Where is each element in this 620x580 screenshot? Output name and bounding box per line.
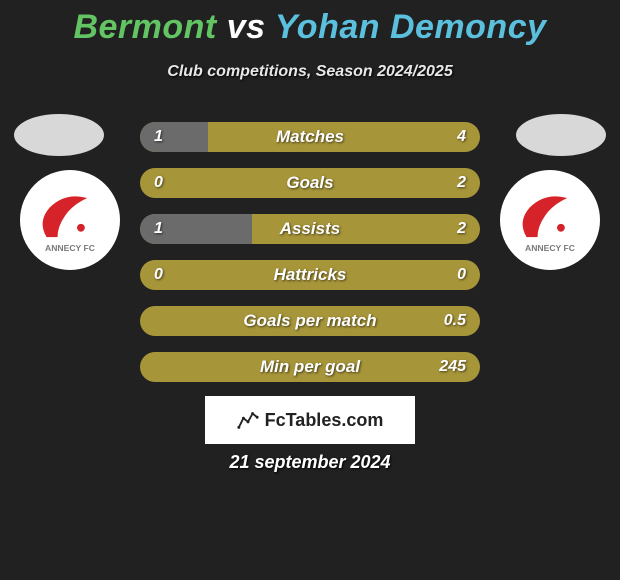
- watermark-badge: FcTables.com: [205, 396, 415, 444]
- stat-label: Hattricks: [140, 260, 480, 290]
- title-vs: vs: [227, 8, 266, 46]
- stat-row: 0Goals2: [140, 168, 480, 198]
- svg-text:ANNECY FC: ANNECY FC: [45, 243, 95, 253]
- stat-row: Min per goal245: [140, 352, 480, 382]
- stat-label: Goals: [140, 168, 480, 198]
- chart-icon: [237, 409, 259, 431]
- svg-text:ANNECY FC: ANNECY FC: [525, 243, 575, 253]
- stat-value-right: 245: [439, 352, 466, 382]
- stat-row: 0Hattricks0: [140, 260, 480, 290]
- stat-value-right: 0.5: [444, 306, 466, 336]
- stat-value-right: 0: [457, 260, 466, 290]
- player2-silhouette: [516, 114, 606, 156]
- watermark-text: FcTables.com: [265, 410, 384, 431]
- annecy-fc-logo-icon: ANNECY FC: [30, 180, 110, 260]
- stat-value-right: 2: [457, 168, 466, 198]
- stat-label: Assists: [140, 214, 480, 244]
- stat-value-right: 2: [457, 214, 466, 244]
- stat-label: Goals per match: [140, 306, 480, 336]
- stat-row: 1Matches4: [140, 122, 480, 152]
- player1-name: Bermont: [73, 8, 216, 46]
- date-label: 21 september 2024: [0, 452, 620, 473]
- stats-bars: 1Matches40Goals21Assists20Hattricks0Goal…: [140, 122, 480, 398]
- stat-label: Min per goal: [140, 352, 480, 382]
- player2-name: Yohan Demoncy: [275, 8, 547, 46]
- stat-row: 1Assists2: [140, 214, 480, 244]
- subtitle: Club competitions, Season 2024/2025: [0, 63, 620, 81]
- comparison-title: Bermont vs Yohan Demoncy: [0, 0, 620, 47]
- stat-label: Matches: [140, 122, 480, 152]
- stat-value-right: 4: [457, 122, 466, 152]
- player1-silhouette: [14, 114, 104, 156]
- annecy-fc-logo-icon: ANNECY FC: [510, 180, 590, 260]
- stat-row: Goals per match0.5: [140, 306, 480, 336]
- player2-club-badge: ANNECY FC: [500, 170, 600, 270]
- player1-club-badge: ANNECY FC: [20, 170, 120, 270]
